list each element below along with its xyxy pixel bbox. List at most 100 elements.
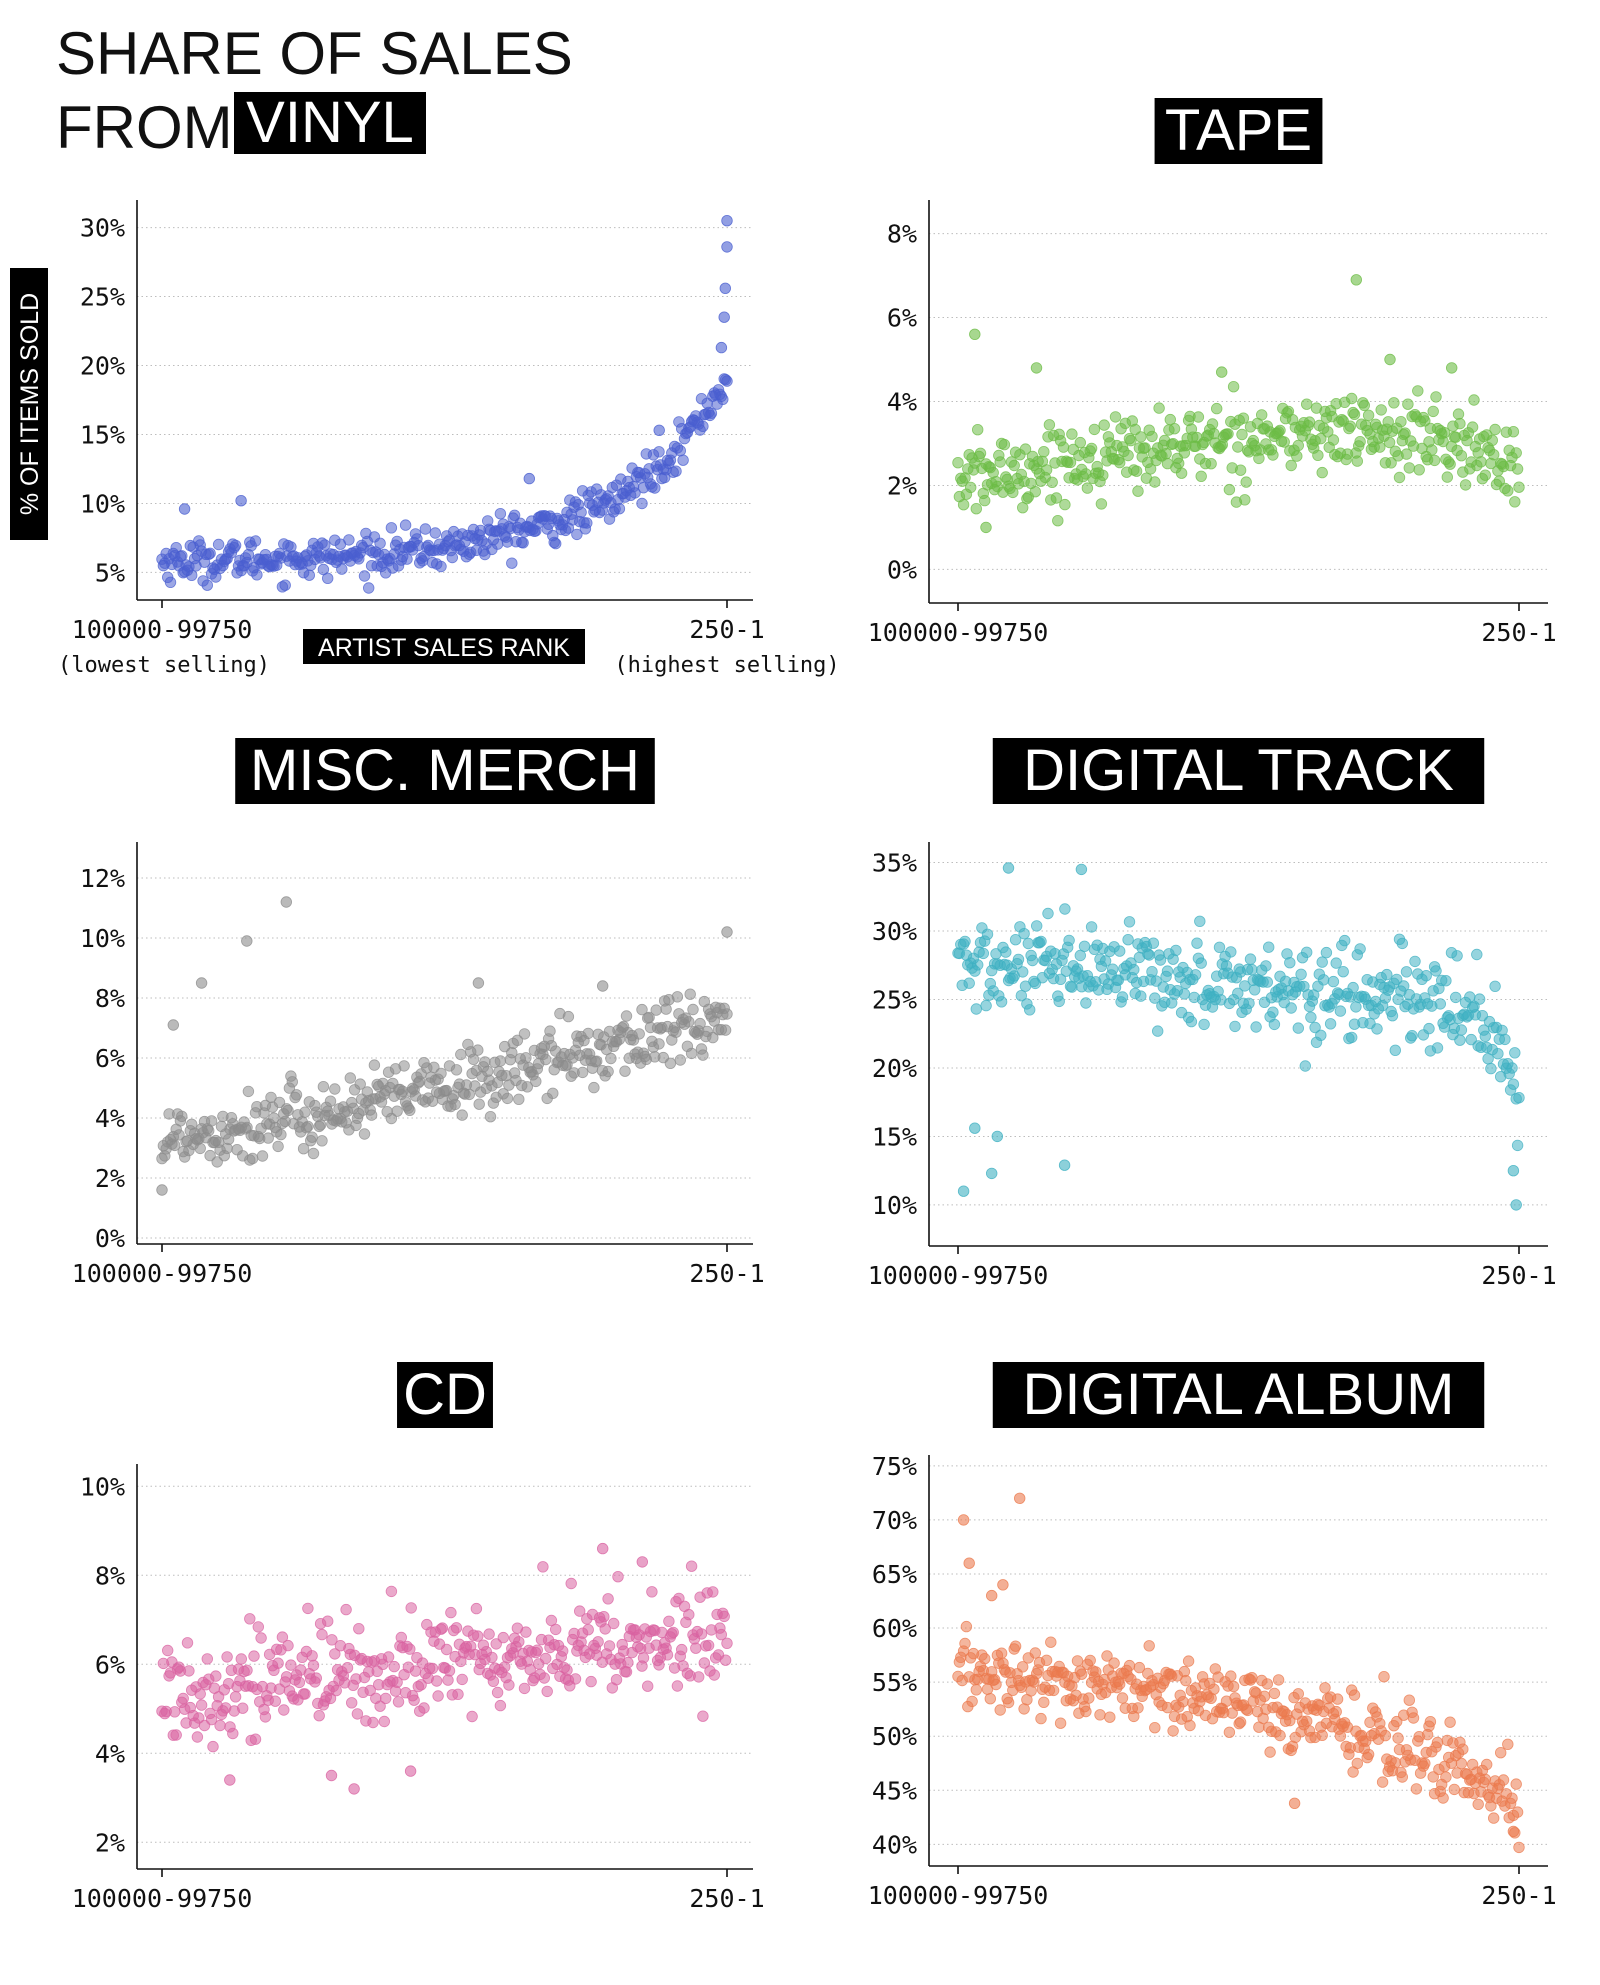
scatter-point: [399, 519, 412, 531]
scatter-point: [1320, 946, 1333, 959]
y-tick-label: 25%: [872, 985, 917, 1014]
scatter-point: [1234, 1716, 1247, 1728]
scatter-point: [970, 503, 983, 515]
scatter-point: [181, 1637, 194, 1649]
scatter-point: [1284, 1714, 1296, 1727]
scatter-point: [1338, 934, 1351, 947]
scatter-point: [1445, 362, 1458, 374]
scatter-point: [1084, 1654, 1096, 1667]
scatter-point: [1312, 449, 1324, 462]
scatter-point: [653, 446, 665, 458]
scatter-point: [314, 1119, 327, 1131]
y-tick-label: 0%: [95, 1224, 125, 1253]
y-tick-label: 30%: [80, 214, 125, 243]
scatter-point: [1362, 409, 1375, 422]
scatter-point: [1146, 966, 1158, 978]
scatter-point: [698, 1657, 711, 1669]
scatter-point: [1419, 1757, 1431, 1770]
scatter-point: [642, 1680, 654, 1692]
scatter-point: [470, 1602, 483, 1615]
scatter-point: [449, 1098, 461, 1111]
scatter-point: [344, 1072, 357, 1084]
scatter-series: [156, 214, 733, 594]
scatter-series: [952, 862, 1525, 1211]
scatter-point: [963, 977, 975, 989]
scatter-point: [959, 1637, 971, 1650]
scatter-point: [418, 1702, 430, 1714]
y-tick-label: 2%: [95, 1164, 125, 1193]
scatter-point: [984, 1692, 997, 1705]
scatter-point: [194, 1142, 206, 1155]
scatter-point: [629, 487, 641, 499]
scatter-point: [1074, 949, 1087, 962]
scatter-point: [1258, 1690, 1271, 1703]
scatter-point: [603, 1640, 616, 1652]
scatter-point: [547, 1087, 559, 1100]
scatter-point: [1317, 974, 1330, 986]
scatter-point: [472, 1630, 484, 1642]
scatter-point: [1509, 1047, 1521, 1059]
scatter-point: [1226, 1707, 1238, 1719]
scatter-point: [685, 1560, 698, 1572]
scatter-point: [343, 534, 355, 546]
scatter-point: [1494, 1746, 1507, 1759]
scatter-point: [1149, 476, 1161, 488]
x-axis-right-note: (highest selling): [614, 653, 839, 678]
scatter-point: [1431, 1736, 1444, 1749]
scatter-point: [1104, 1711, 1116, 1723]
scatter-point: [1327, 975, 1340, 988]
scatter-point: [721, 1008, 733, 1020]
scatter-point: [382, 1651, 395, 1663]
scatter-series: [952, 274, 1525, 534]
scatter-point: [523, 472, 536, 485]
scatter-point: [170, 1729, 182, 1741]
scatter-point: [293, 1676, 306, 1689]
scatter-point: [513, 1636, 525, 1648]
scatter-point: [1319, 1682, 1331, 1694]
scatter-point: [1143, 949, 1155, 961]
scatter-point: [721, 926, 733, 938]
scatter-point: [687, 1003, 699, 1016]
scatter-point: [1428, 454, 1441, 467]
scatter-point: [994, 1704, 1006, 1716]
scatter-point: [1122, 934, 1134, 946]
scatter-point: [986, 1167, 998, 1180]
scatter-point: [1330, 957, 1342, 969]
scatter-point: [1045, 1636, 1057, 1648]
scatter-point: [1499, 1033, 1511, 1046]
scatter-point: [1160, 448, 1172, 460]
scatter-point: [1272, 1674, 1285, 1686]
scatter-point: [491, 1686, 504, 1699]
scatter-point: [1351, 455, 1364, 467]
scatter-point: [443, 1665, 456, 1677]
scatter-point: [719, 1654, 732, 1666]
scatter-point: [278, 1704, 290, 1716]
scatter-point: [1331, 1693, 1344, 1705]
scatter-point: [374, 537, 386, 550]
scatter-point: [1017, 966, 1029, 978]
scatter-point: [966, 1695, 978, 1708]
scatter-point: [619, 1065, 631, 1077]
scatter-point: [1052, 515, 1064, 527]
y-tick-label: 4%: [887, 388, 917, 417]
scatter-point: [718, 311, 730, 323]
scatter-point: [1198, 1018, 1210, 1031]
panel-title: VINYL: [246, 90, 414, 155]
x-tick-label: 100000-99750: [868, 1261, 1049, 1290]
y-tick-label: 30%: [872, 917, 917, 946]
scatter-point: [637, 1652, 650, 1664]
scatter-point: [1081, 482, 1094, 494]
scatter-point: [1225, 946, 1237, 958]
scatter-point: [1396, 1771, 1409, 1783]
scatter-point: [1040, 464, 1053, 476]
scatter-point: [173, 1129, 185, 1141]
scatter-point: [1386, 1010, 1399, 1022]
scatter-point: [1046, 476, 1058, 489]
scatter-point: [1345, 392, 1358, 405]
scatter-point: [398, 1060, 410, 1072]
scatter-point: [715, 341, 728, 354]
scatter-point: [598, 1610, 610, 1623]
scatter-point: [599, 1623, 611, 1635]
scatter-point: [520, 1052, 532, 1064]
